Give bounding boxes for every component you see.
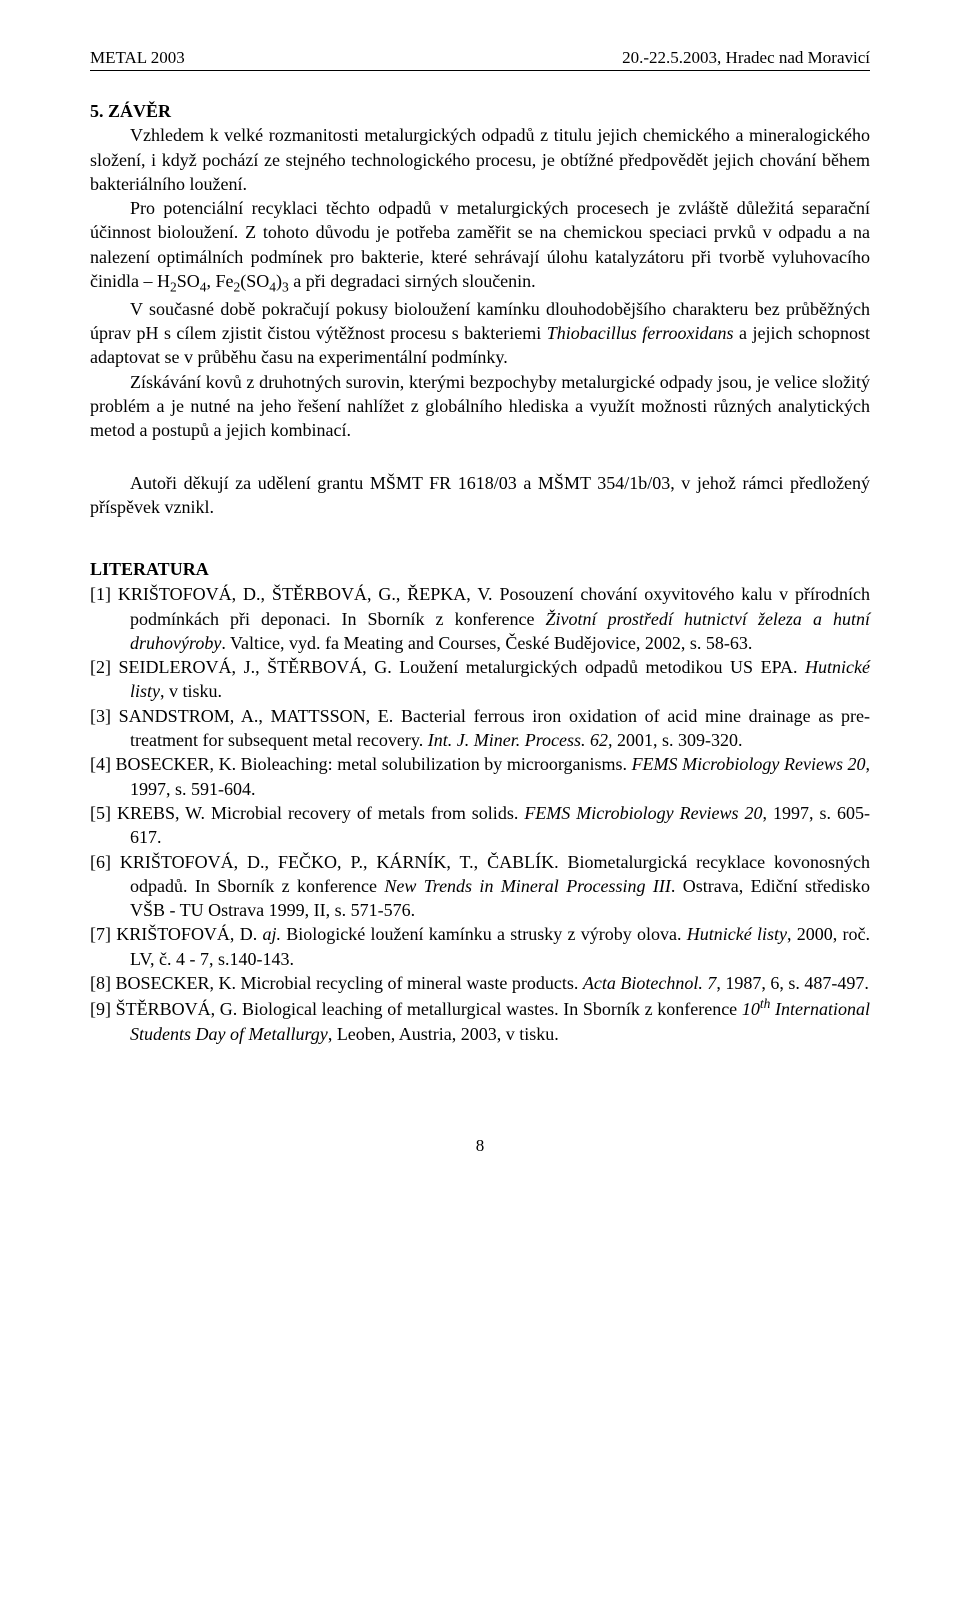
para-1: Vzhledem k velké rozmanitosti metalurgic…	[90, 123, 870, 196]
para-2c: , Fe	[207, 271, 234, 291]
para-2: Pro potenciální recyklaci těchto odpadů …	[90, 196, 870, 297]
ref-4b: FEMS Microbiology Reviews 20	[632, 754, 866, 774]
running-header: METAL 2003 20.-22.5.2003, Hradec nad Mor…	[90, 48, 870, 68]
ref-6: [6] KRIŠTOFOVÁ, D., FEČKO, P., KÁRNÍK, T…	[90, 850, 870, 923]
ref-2: [2] SEIDLEROVÁ, J., ŠTĚRBOVÁ, G. Loužení…	[90, 655, 870, 704]
ref-9b: 10	[742, 999, 760, 1019]
ref-9d: , Leoben, Austria, 2003, v tisku.	[328, 1024, 559, 1044]
ref-6b: New Trends in Mineral Processing III	[384, 876, 671, 896]
ref-7a: [7] KRIŠTOFOVÁ, D.	[90, 924, 262, 944]
ref-3: [3] SANDSTROM, A., MATTSSON, E. Bacteria…	[90, 704, 870, 753]
ref-5: [5] KREBS, W. Microbial recovery of meta…	[90, 801, 870, 850]
ref-1c: . Valtice, vyd. fa Meating and Courses, …	[221, 633, 752, 653]
ref-4a: [4] BOSECKER, K. Bioleaching: metal solu…	[90, 754, 632, 774]
ref-7d: Hutnické listy	[687, 924, 787, 944]
acknowledgement: Autoři děkují za udělení grantu MŠMT FR …	[90, 471, 870, 520]
header-right: 20.-22.5.2003, Hradec nad Moravicí	[622, 48, 870, 68]
page-number: 8	[90, 1136, 870, 1156]
para-4: Získávání kovů z druhotných surovin, kte…	[90, 370, 870, 443]
literature-title: LITERATURA	[90, 559, 870, 580]
ref-8c: , 1987, 6, s. 487-497.	[716, 973, 869, 993]
ref-3b: Int. J. Miner. Process. 62,	[428, 730, 613, 750]
ref-7c: Biologické loužení kamínku a strusky z v…	[281, 924, 687, 944]
ref-2c: , v tisku.	[160, 681, 222, 701]
header-left: METAL 2003	[90, 48, 185, 68]
page: METAL 2003 20.-22.5.2003, Hradec nad Mor…	[0, 0, 960, 1216]
ref-5a: [5] KREBS, W. Microbial recovery of meta…	[90, 803, 524, 823]
section-number: 5.	[90, 101, 104, 121]
ref-7b: aj.	[262, 924, 281, 944]
ref-9a: [9] ŠTĚRBOVÁ, G. Biological leaching of …	[90, 999, 742, 1019]
para-3: V současné době pokračují pokusy biolouž…	[90, 297, 870, 370]
para-2f: a při degradaci sirných sloučenin.	[289, 271, 536, 291]
ref-3c: 2001, s. 309-320.	[613, 730, 743, 750]
section-heading: 5. ZÁVĚR	[90, 99, 870, 123]
ref-5b: FEMS Microbiology Reviews 20	[524, 803, 762, 823]
ref-7: [7] KRIŠTOFOVÁ, D. aj. Biologické loužen…	[90, 922, 870, 971]
ref-8: [8] BOSECKER, K. Microbial recycling of …	[90, 971, 870, 995]
section-title-text: ZÁVĚR	[108, 101, 171, 121]
ref-2a: [2] SEIDLEROVÁ, J., ŠTĚRBOVÁ, G. Loužení…	[90, 657, 805, 677]
para-3b: Thiobacillus ferrooxidans	[547, 323, 734, 343]
ref-9: [9] ŠTĚRBOVÁ, G. Biological leaching of …	[90, 995, 870, 1046]
header-rule	[90, 70, 870, 71]
para-2b: SO	[177, 271, 200, 291]
ref-8b: Acta Biotechnol. 7	[583, 973, 716, 993]
ref-8a: [8] BOSECKER, K. Microbial recycling of …	[90, 973, 583, 993]
ref-1: [1] KRIŠTOFOVÁ, D., ŠTĚRBOVÁ, G., ŘEPKA,…	[90, 582, 870, 655]
para-2d: (SO	[240, 271, 269, 291]
ref-4: [4] BOSECKER, K. Bioleaching: metal solu…	[90, 752, 870, 801]
